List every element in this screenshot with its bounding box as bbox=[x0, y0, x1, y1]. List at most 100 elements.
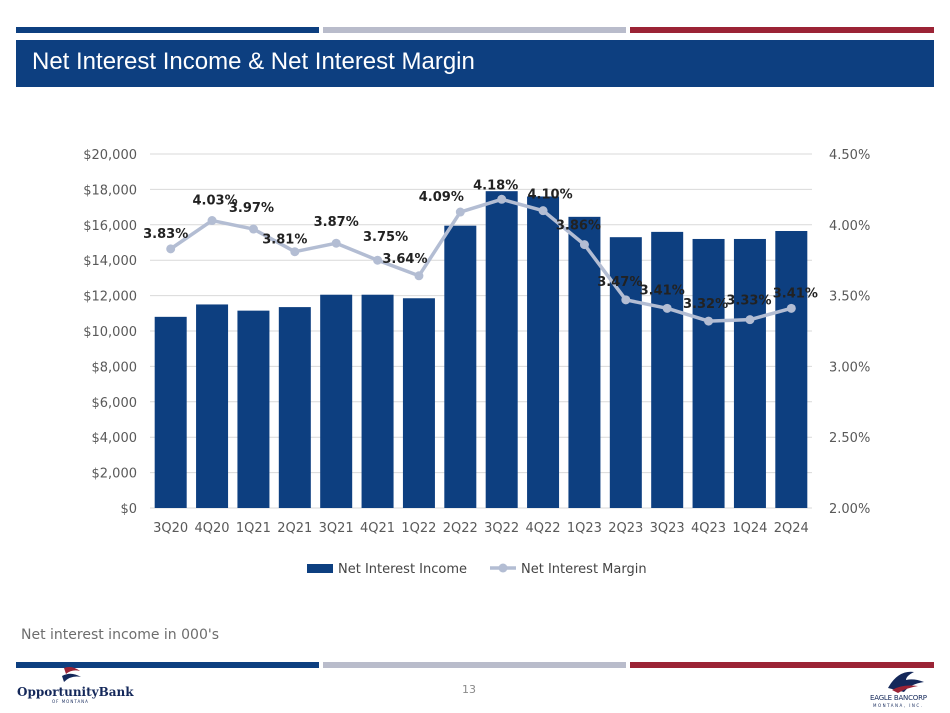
bar bbox=[444, 225, 477, 508]
category-label: 3Q21 bbox=[319, 521, 354, 536]
flag-icon bbox=[62, 667, 81, 682]
slide-title: Net Interest Income & Net Interest Margi… bbox=[32, 48, 475, 75]
eagle-icon bbox=[888, 671, 924, 693]
title-bar: Net Interest Income & Net Interest Margi… bbox=[16, 40, 934, 87]
margin-point bbox=[621, 295, 631, 305]
category-label: 1Q21 bbox=[236, 521, 271, 536]
bar bbox=[237, 310, 270, 508]
margin-point bbox=[745, 315, 755, 325]
margin-data-label: 3.87% bbox=[314, 215, 359, 230]
top-stripe-navy bbox=[16, 27, 319, 33]
margin-point bbox=[786, 303, 796, 313]
category-label: 4Q20 bbox=[195, 521, 230, 536]
left-logo-sub: OF MONTANA bbox=[52, 699, 89, 704]
margin-data-label: 4.09% bbox=[419, 190, 464, 205]
margin-data-label: 3.83% bbox=[143, 227, 188, 242]
left-axis-tick-label: $0 bbox=[120, 502, 137, 517]
category-label: 1Q22 bbox=[401, 521, 436, 536]
bar bbox=[361, 294, 394, 508]
left-axis-tick-label: $20,000 bbox=[83, 148, 137, 163]
margin-data-label: 4.03% bbox=[193, 194, 238, 209]
margin-data-label: 3.41% bbox=[640, 283, 685, 298]
eagle-bancorp-logo: EAGLE BANCORP MONTANA, INC. bbox=[862, 668, 942, 710]
right-axis-tick-label: 4.50% bbox=[829, 148, 870, 163]
category-label: 2Q22 bbox=[443, 521, 478, 536]
margin-line bbox=[169, 197, 792, 323]
page-number: 13 bbox=[462, 683, 476, 696]
left-axis-tick-label: $6,000 bbox=[92, 396, 138, 411]
legend-line-marker bbox=[498, 563, 508, 573]
bar bbox=[733, 238, 766, 508]
category-label: 3Q22 bbox=[484, 521, 519, 536]
category-label: 3Q23 bbox=[650, 521, 685, 536]
footnote: Net interest income in 000's bbox=[21, 627, 219, 643]
category-label: 4Q22 bbox=[526, 521, 561, 536]
category-label: 2Q23 bbox=[608, 521, 643, 536]
margin-point bbox=[248, 224, 258, 234]
category-label: 2Q21 bbox=[277, 521, 312, 536]
bar bbox=[196, 304, 229, 508]
bar bbox=[692, 238, 725, 508]
left-axis-tick-label: $2,000 bbox=[92, 467, 138, 482]
margin-point bbox=[662, 303, 672, 313]
bar bbox=[527, 196, 560, 509]
margin-data-label: 3.86% bbox=[556, 219, 601, 234]
margin-data-label: 3.97% bbox=[229, 201, 274, 216]
top-stripe-red bbox=[630, 27, 934, 33]
left-axis-tick-label: $18,000 bbox=[83, 183, 137, 198]
bar bbox=[320, 294, 353, 508]
margin-point bbox=[331, 238, 341, 248]
bar bbox=[609, 237, 642, 508]
top-stripe-gray bbox=[323, 27, 626, 33]
margin-data-label: 3.81% bbox=[262, 233, 307, 248]
legend-bar-swatch bbox=[307, 564, 333, 573]
left-axis-tick-label: $16,000 bbox=[83, 219, 137, 234]
bar bbox=[154, 316, 187, 508]
left-logo-name: OpportunityBank bbox=[17, 685, 134, 699]
category-label: 3Q20 bbox=[153, 521, 188, 536]
category-label: 2Q24 bbox=[774, 521, 809, 536]
legend-bar-label: Net Interest Income bbox=[338, 562, 467, 577]
margin-point bbox=[373, 255, 383, 265]
margin-data-label: 3.41% bbox=[773, 286, 818, 301]
left-axis-tick-label: $8,000 bbox=[92, 360, 138, 375]
category-label: 1Q23 bbox=[567, 521, 602, 536]
left-axis-tick-label: $12,000 bbox=[83, 290, 137, 305]
margin-data-label: 3.64% bbox=[382, 252, 427, 267]
margin-point bbox=[207, 216, 217, 226]
margin-data-label: 3.33% bbox=[726, 294, 771, 309]
margin-point bbox=[579, 240, 589, 250]
margin-point bbox=[166, 244, 176, 254]
category-label: 4Q23 bbox=[691, 521, 726, 536]
margin-point bbox=[455, 207, 465, 217]
category-label: 4Q21 bbox=[360, 521, 395, 536]
margin-point bbox=[704, 316, 714, 326]
margin-data-label: 3.32% bbox=[683, 297, 728, 312]
right-axis-tick-label: 3.00% bbox=[829, 360, 870, 375]
category-label: 1Q24 bbox=[732, 521, 767, 536]
margin-data-label: 4.18% bbox=[473, 178, 518, 193]
margin-point bbox=[290, 247, 300, 257]
bottom-stripe-navy bbox=[16, 662, 319, 668]
bottom-stripe-gray bbox=[323, 662, 626, 668]
margin-data-label: 3.75% bbox=[363, 230, 408, 245]
right-axis-tick-label: 2.50% bbox=[829, 431, 870, 446]
bar bbox=[775, 230, 808, 508]
margin-data-label: 3.47% bbox=[597, 275, 642, 290]
margin-point bbox=[497, 194, 507, 204]
bar bbox=[402, 298, 435, 508]
legend-line-label: Net Interest Margin bbox=[521, 562, 647, 577]
opportunity-bank-logo: OpportunityBank OF MONTANA bbox=[14, 666, 134, 706]
margin-data-label: 4.10% bbox=[528, 188, 573, 203]
right-axis-tick-label: 3.50% bbox=[829, 290, 870, 305]
bar bbox=[651, 231, 684, 508]
left-axis-tick-label: $14,000 bbox=[83, 254, 137, 269]
right-logo-sub: MONTANA, INC. bbox=[873, 703, 924, 708]
bar bbox=[485, 191, 518, 509]
margin-point bbox=[538, 206, 548, 216]
left-axis-tick-label: $10,000 bbox=[83, 325, 137, 340]
bottom-stripe-red bbox=[630, 662, 934, 668]
bar bbox=[568, 216, 601, 508]
right-axis-tick-label: 2.00% bbox=[829, 502, 870, 517]
